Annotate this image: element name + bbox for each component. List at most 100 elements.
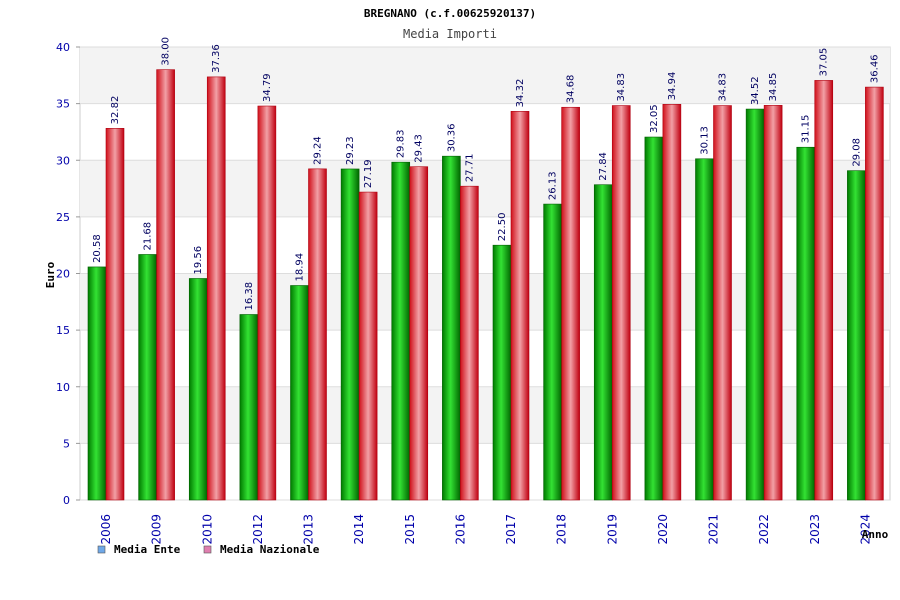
x-tick-label: 2012 <box>251 514 265 545</box>
data-label: 27.71 <box>464 154 475 183</box>
bar-media-nazionale <box>865 86 884 501</box>
data-label: 16.38 <box>244 282 255 311</box>
data-label: 29.23 <box>345 136 356 165</box>
data-label: 34.85 <box>768 73 779 102</box>
chart-title: BREGNANO (c.f.00625920137) <box>364 7 536 20</box>
y-tick-label: 25 <box>56 211 70 224</box>
data-label: 29.08 <box>851 138 862 167</box>
x-tick-label: 2020 <box>656 514 670 545</box>
data-label: 34.68 <box>566 75 577 104</box>
data-label: 29.83 <box>396 130 407 159</box>
bar-media-nazionale <box>763 105 783 501</box>
x-tick-label: 2021 <box>707 514 721 545</box>
bar-media-nazionale <box>460 185 479 501</box>
bar-media-ente <box>543 203 562 501</box>
data-label: 34.52 <box>750 76 761 105</box>
bar-media-nazionale <box>814 80 834 501</box>
data-labels-group: 20.58 32.82 21.68 38.00 19.56 37.36 16.38 34.79… <box>92 37 880 310</box>
data-label: 26.13 <box>548 171 559 200</box>
data-label: 29.24 <box>313 136 324 165</box>
bars-group <box>87 69 884 501</box>
x-tick-label: 2018 <box>555 514 569 545</box>
bar-media-ente <box>290 285 309 501</box>
bar-media-nazionale <box>409 166 429 501</box>
x-tick-label: 2016 <box>453 514 467 545</box>
data-label: 38.00 <box>161 37 172 66</box>
x-tick-label: 2024 <box>858 514 872 545</box>
bar-media-ente <box>644 136 664 501</box>
bar-media-nazionale <box>662 104 682 501</box>
data-label: 34.32 <box>515 79 526 108</box>
legend-swatch <box>203 545 212 554</box>
x-tick-label: 2010 <box>200 514 214 545</box>
data-label: 22.50 <box>497 213 508 242</box>
data-label: 34.83 <box>718 73 729 102</box>
bar-media-nazionale <box>561 106 580 501</box>
x-tick-label: 2013 <box>302 514 316 545</box>
data-label: 30.13 <box>700 126 711 155</box>
legend-swatch <box>97 545 106 554</box>
bar-media-ente <box>442 155 461 501</box>
y-tick-label: 20 <box>56 268 70 281</box>
y-tick-label: 35 <box>56 98 70 111</box>
bar-media-nazionale <box>308 168 327 501</box>
bar-media-ente <box>138 254 157 501</box>
y-tick-label: 30 <box>56 154 70 167</box>
x-tick-label: 2009 <box>150 514 164 545</box>
data-label: 37.36 <box>211 44 222 73</box>
data-label: 34.83 <box>616 73 627 102</box>
bar-media-nazionale <box>510 111 530 501</box>
y-axis-ticks: 0 5 10 15 20 25 30 35 40 <box>56 41 80 507</box>
data-label: 34.79 <box>262 73 273 102</box>
bar-media-ente <box>695 158 714 501</box>
data-label: 18.94 <box>295 253 306 282</box>
bar-media-nazionale <box>713 105 732 501</box>
y-tick-label: 0 <box>63 494 70 507</box>
bar-media-nazionale <box>156 69 175 501</box>
bar-media-ente <box>87 266 107 501</box>
chart-subtitle: Media Importi <box>403 27 497 41</box>
data-label: 32.05 <box>649 104 660 133</box>
x-tick-label: 2019 <box>605 514 619 545</box>
x-tick-label: 2017 <box>504 514 518 545</box>
data-label: 21.68 <box>143 222 154 251</box>
bar-media-nazionale <box>358 191 378 501</box>
y-tick-label: 40 <box>56 41 70 54</box>
x-tick-label: 2014 <box>352 514 366 545</box>
data-label: 27.19 <box>363 159 374 188</box>
x-axis-label: Anno <box>862 528 889 541</box>
legend-entry: Media Nazionale <box>220 543 320 556</box>
legend: Media Ente Media Nazionale <box>97 543 320 556</box>
bar-media-ente <box>391 161 411 501</box>
bar-media-ente <box>593 184 613 501</box>
bar-media-ente <box>492 244 512 501</box>
data-label: 27.84 <box>598 152 609 181</box>
bar-media-ente <box>239 314 259 501</box>
data-label: 19.56 <box>193 246 204 275</box>
bar-media-ente <box>796 146 816 501</box>
data-label: 37.05 <box>819 48 830 77</box>
bar-media-nazionale <box>105 128 125 501</box>
bar-media-ente <box>340 168 360 501</box>
bar-media-ente <box>745 108 765 501</box>
bar-media-nazionale <box>611 105 631 501</box>
x-tick-label: 2022 <box>757 514 771 545</box>
data-label: 34.94 <box>667 72 678 101</box>
x-tick-label: 2006 <box>99 514 113 545</box>
data-label: 30.36 <box>446 124 457 153</box>
y-axis-label: Euro <box>44 261 57 288</box>
bar-media-nazionale <box>206 76 226 501</box>
data-label: 36.46 <box>869 54 880 83</box>
bar-media-nazionale <box>257 105 277 501</box>
data-label: 31.15 <box>801 115 812 144</box>
x-tick-label: 2023 <box>808 514 822 545</box>
x-tick-label: 2015 <box>403 514 417 545</box>
y-tick-label: 10 <box>56 381 70 394</box>
data-label: 20.58 <box>92 234 103 263</box>
data-label: 29.43 <box>414 134 425 163</box>
data-label: 32.82 <box>110 96 121 125</box>
y-tick-label: 5 <box>63 437 70 450</box>
legend-entry: Media Ente <box>114 543 181 556</box>
bar-media-ente <box>847 170 866 501</box>
